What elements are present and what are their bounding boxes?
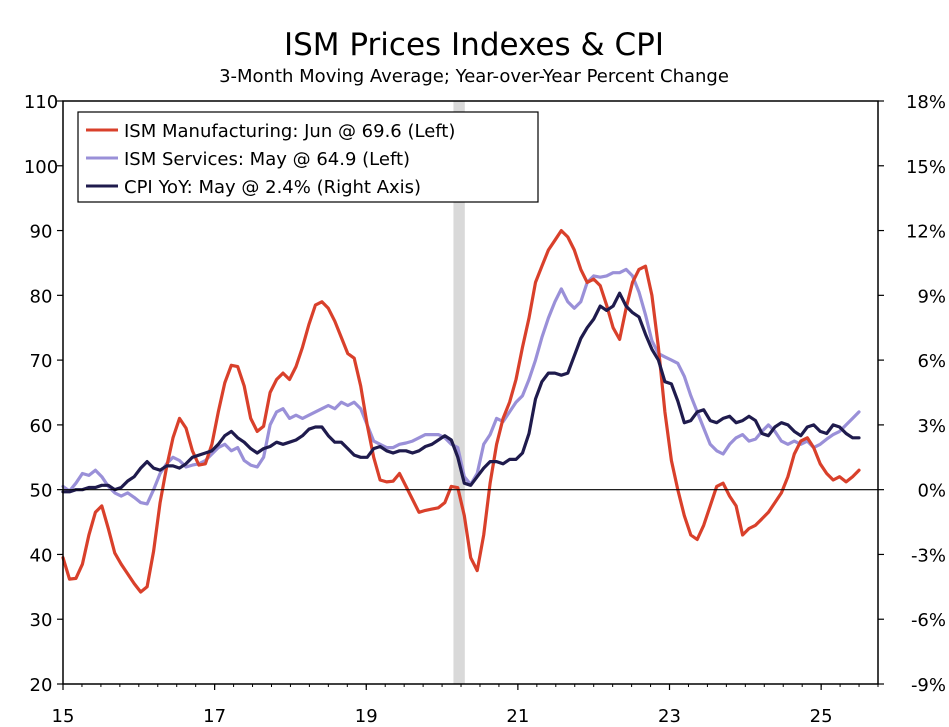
chart-subtitle: 3-Month Moving Average; Year-over-Year P…: [219, 66, 729, 87]
left-tick-label: 90: [30, 222, 53, 243]
legend: ISM Manufacturing: Jun @ 69.6 (Left) ISM…: [77, 111, 539, 203]
left-tick-label: 70: [30, 351, 53, 372]
right-axis: -9% -6% -3% 0% 3% 6% 9% 12% 15% 18%: [878, 92, 946, 696]
left-tick-label: 20: [30, 675, 53, 696]
right-tick-label: 18%: [906, 92, 946, 113]
x-axis: 15 17 19 21 23 25: [52, 684, 879, 727]
right-tick-label: -6%: [911, 610, 946, 631]
left-tick-label: 80: [30, 286, 53, 307]
left-tick-label: 50: [30, 481, 53, 502]
x-tick-label: 21: [506, 706, 529, 727]
left-axis: 20 30 40 50 60 70 80 90 100 110: [24, 92, 63, 696]
legend-label-ism-services: ISM Services: May @ 64.9 (Left): [124, 149, 410, 170]
legend-label-ism-manufacturing: ISM Manufacturing: Jun @ 69.6 (Left): [124, 121, 455, 142]
series-line-cpi-yoy: [61, 291, 861, 494]
left-tick-label: 60: [30, 416, 53, 437]
right-tick-label: 3%: [917, 416, 946, 437]
legend-label-cpi-yoy: CPI YoY: May @ 2.4% (Right Axis): [124, 177, 421, 198]
right-tick-label: -9%: [911, 675, 946, 696]
right-tick-label: 12%: [906, 222, 946, 243]
x-tick-label: 19: [355, 706, 378, 727]
x-tick-label: 15: [52, 706, 75, 727]
plot-frame: [62, 100, 879, 685]
x-tick-label: 17: [203, 706, 226, 727]
x-tick-label: 25: [810, 706, 833, 727]
recession-band: [453, 101, 465, 684]
left-tick-label: 100: [24, 157, 58, 178]
x-tick-label: 23: [658, 706, 681, 727]
right-tick-label: -3%: [911, 545, 946, 566]
series-line-ism-services: [61, 267, 861, 506]
left-tick-label: 30: [30, 610, 53, 631]
right-tick-label: 0%: [917, 481, 946, 502]
right-tick-label: 6%: [917, 351, 946, 372]
left-tick-label: 40: [30, 545, 53, 566]
chart-title: ISM Prices Indexes & CPI: [284, 27, 664, 63]
legend-box: [77, 111, 539, 203]
right-tick-label: 9%: [917, 286, 946, 307]
left-tick-label: 110: [24, 92, 58, 113]
right-tick-label: 15%: [906, 157, 946, 178]
